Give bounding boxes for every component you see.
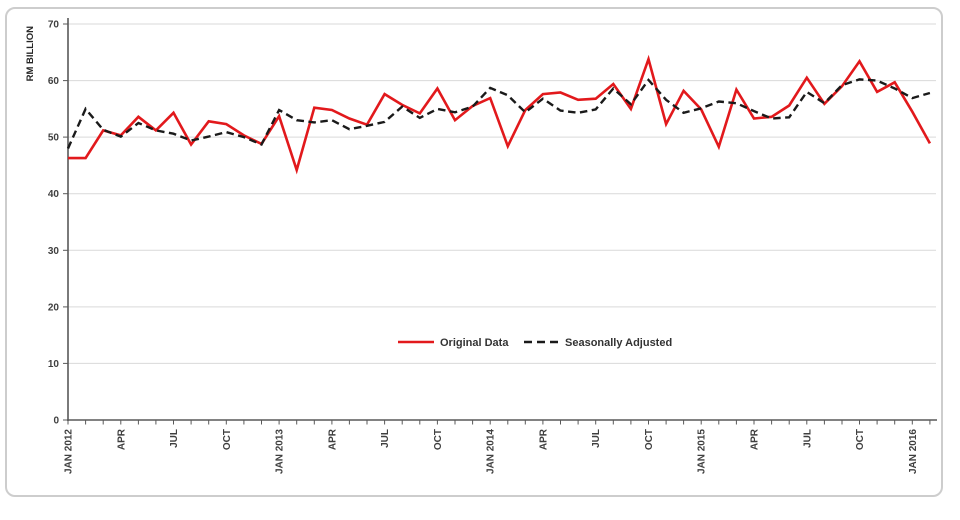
- y-tick-label: 30: [48, 246, 60, 257]
- legend-seasonally-adjusted-label: Seasonally Adjusted: [565, 337, 672, 349]
- x-tick-label: APR: [750, 428, 761, 450]
- x-axis: JAN 2012 APR JUL OCT JAN 2013 APR JUL OCT JAN 20…: [64, 420, 931, 474]
- x-tick-label: JUL: [802, 429, 813, 448]
- y-axis: 0 10 20 30 40 50 60 70: [48, 20, 68, 427]
- x-tick-label: JUL: [380, 429, 391, 448]
- y-axis-title: RM BILLION: [25, 26, 36, 82]
- y-tick-label: 0: [53, 416, 59, 427]
- x-tick-label: JAN 2015: [697, 429, 708, 474]
- y-tick-label: 60: [48, 76, 60, 87]
- x-tick-label: OCT: [855, 429, 866, 450]
- x-tick-label: OCT: [433, 429, 444, 450]
- y-tick-label: 20: [48, 302, 60, 313]
- x-tick-label: OCT: [222, 429, 233, 450]
- x-tick-label: JUL: [591, 429, 602, 448]
- legend-original-data-label: Original Data: [440, 337, 509, 349]
- original-data-line: [68, 54, 932, 175]
- x-tick-label: APR: [327, 428, 338, 450]
- x-tick-label: APR: [538, 428, 549, 450]
- y-tick-label: 10: [48, 359, 60, 370]
- y-tick-label: 40: [48, 189, 60, 200]
- x-tick-label: OCT: [644, 429, 655, 450]
- gridlines: [68, 23, 936, 364]
- x-tick-label: JUL: [169, 429, 180, 448]
- y-tick-label: 50: [48, 133, 60, 144]
- x-tick-label: JAN 2014: [486, 429, 497, 474]
- x-tick-label: JAN 2012: [64, 429, 75, 474]
- x-tick-label: APR: [116, 428, 127, 450]
- seasonally-adjusted-line: [66, 78, 931, 149]
- legend: Original Data Seasonally Adjusted: [398, 337, 672, 349]
- x-tick-label: JAN 2013: [275, 429, 286, 474]
- panel-border: [5, 7, 943, 497]
- y-tick-label: 70: [48, 20, 60, 31]
- x-tick-label: JAN 2016: [908, 429, 919, 474]
